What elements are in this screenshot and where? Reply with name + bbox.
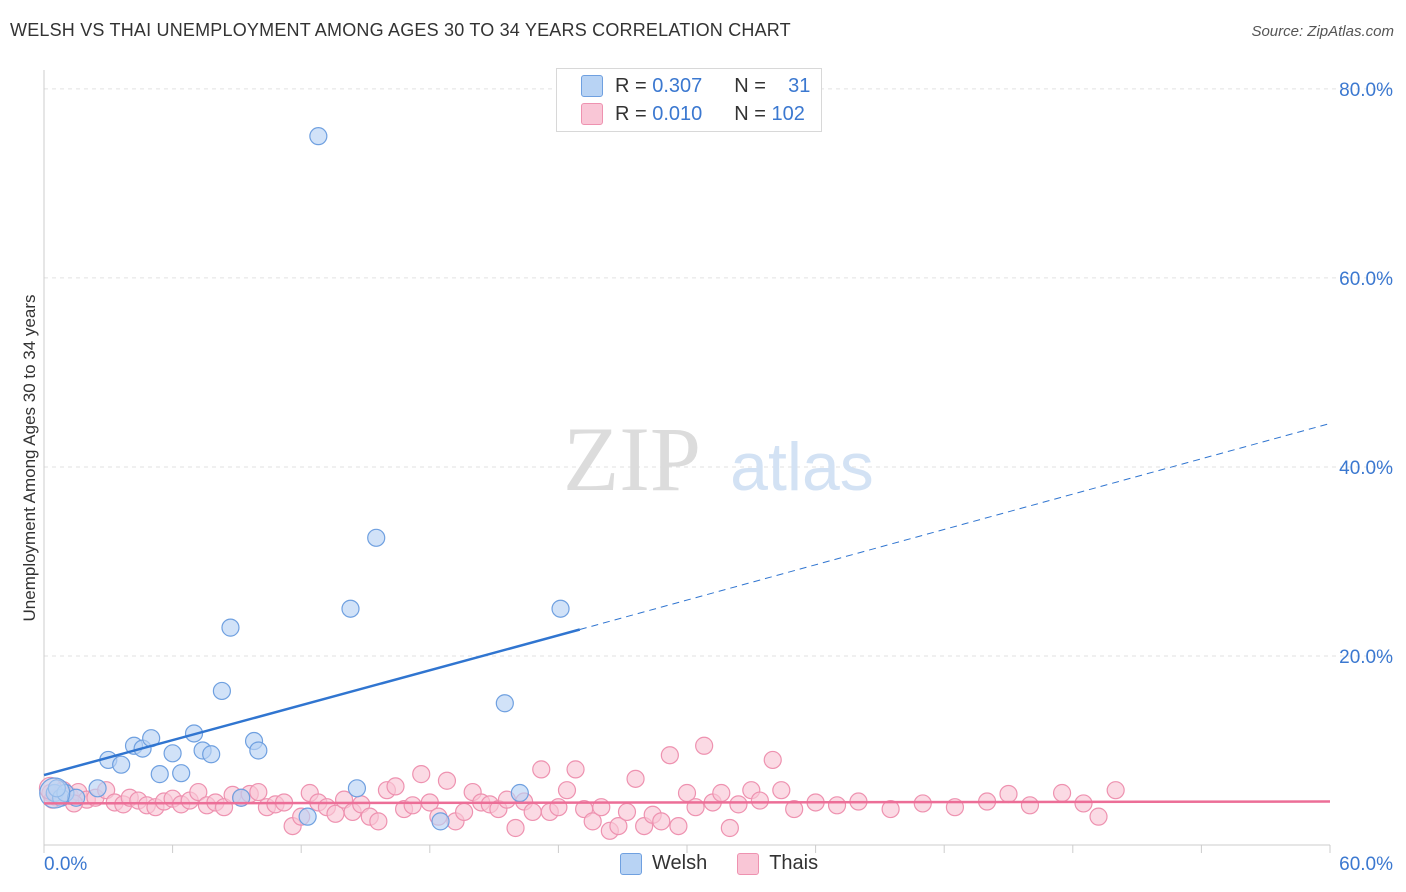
welsh-point (202, 745, 221, 764)
thais-point (617, 802, 637, 822)
thais-point (712, 783, 731, 803)
thais-point (1074, 794, 1093, 813)
legend-row-thais: R = 0.010 N = 102 (581, 101, 805, 127)
thais-point (609, 816, 628, 836)
thais-n-label: N = (734, 102, 766, 125)
welsh-point (431, 812, 450, 831)
grid-layer (43, 70, 1392, 853)
y-tick-label: 80.0% (1339, 80, 1393, 101)
welsh-point (298, 807, 317, 826)
thais-point (566, 760, 585, 779)
thais-point (626, 769, 645, 788)
thais-point (412, 765, 431, 784)
thais-point (549, 798, 568, 817)
thais-point (506, 818, 525, 838)
thais-points (38, 736, 1125, 840)
thais-point (1106, 781, 1125, 800)
welsh-cluster-point (39, 777, 71, 809)
welsh-point (341, 599, 360, 618)
thais-r-value: 0.010 (652, 102, 703, 125)
thais-point (386, 777, 405, 796)
thais-point (695, 736, 714, 755)
thais-point (592, 798, 611, 817)
thais-point (437, 771, 457, 790)
thais-point (881, 799, 900, 819)
thais-point (729, 795, 748, 814)
thais-point (403, 796, 422, 815)
thais-point (772, 781, 791, 800)
trendlines (43, 422, 1331, 805)
welsh-points (39, 127, 570, 831)
watermark-atlas: atlas (730, 429, 874, 505)
welsh-point (172, 764, 191, 783)
thais-point (557, 781, 577, 800)
thais-point (454, 802, 474, 822)
welsh-n-label: N = (734, 74, 766, 97)
thais-trendline (43, 800, 1331, 805)
thais-point (249, 782, 268, 802)
welsh-point (551, 599, 570, 618)
thais-point (999, 784, 1018, 804)
thais-point (785, 799, 804, 819)
thais-point (189, 782, 208, 802)
thais-point (532, 760, 551, 779)
welsh-r-value: 0.307 (652, 74, 703, 97)
legend-row-welsh: R = 0.307 N = 31 (581, 73, 810, 99)
tick-labels: 20.0% 40.0% 60.0% 80.0% 0.0% 60.0% (44, 80, 1393, 875)
thais-swatch (581, 103, 603, 125)
welsh-point (163, 744, 182, 763)
source-credit: Source: ZipAtlas.com (1251, 23, 1394, 40)
thais-point (652, 812, 671, 831)
legend-welsh-label: Welsh (652, 852, 708, 874)
legend-item-welsh: Welsh (620, 852, 707, 875)
welsh-point (212, 681, 231, 701)
watermark: ZIP atlas (563, 408, 874, 510)
welsh-trendline-projection (579, 422, 1331, 630)
legend-item-thais: Thais (737, 852, 818, 875)
chart-title: WELSH VS THAI UNEMPLOYMENT AMONG AGES 30… (10, 20, 791, 40)
thais-point (827, 796, 847, 815)
welsh-point (249, 741, 268, 760)
stats-legend: R = 0.307 N = 31 R = 0.010 N = 102 (556, 68, 822, 132)
y-tick-label: 20.0% (1339, 647, 1393, 668)
series-legend: Welsh Thais (620, 852, 848, 875)
welsh-point (309, 127, 328, 146)
thais-point (583, 812, 602, 831)
welsh-r-label: R = (615, 74, 647, 97)
welsh-point (347, 779, 367, 798)
thais-point (523, 802, 542, 822)
welsh-swatch (581, 75, 603, 97)
y-tick-label: 60.0% (1339, 269, 1393, 290)
welsh-point (221, 618, 240, 637)
thais-r-label: R = (615, 102, 647, 125)
thais-point (750, 791, 769, 810)
thais-point (720, 818, 739, 838)
legend-thais-swatch (737, 852, 760, 875)
welsh-trendline (43, 628, 581, 777)
welsh-point (510, 783, 529, 803)
welsh-n-value: 31 (788, 74, 811, 97)
legend-thais-label: Thais (769, 852, 819, 874)
x-tick-label: 0.0% (44, 854, 87, 875)
thais-point (660, 746, 679, 765)
thais-point (369, 812, 388, 831)
watermark-zip: ZIP (563, 408, 701, 510)
welsh-point (367, 528, 386, 547)
welsh-point (150, 765, 169, 784)
legend-welsh-swatch (620, 852, 642, 875)
thais-point (913, 794, 932, 813)
welsh-point (495, 694, 514, 713)
welsh-point (112, 755, 131, 774)
thais-point (1089, 807, 1108, 826)
y-tick-label: 40.0% (1339, 458, 1393, 479)
thais-point (1020, 796, 1040, 815)
welsh-point (88, 779, 107, 798)
thais-point (669, 816, 688, 836)
thais-point (1052, 783, 1072, 803)
thais-point (763, 750, 782, 770)
thais-n-value: 102 (771, 102, 805, 125)
x-tick-label: 60.0% (1339, 854, 1393, 875)
